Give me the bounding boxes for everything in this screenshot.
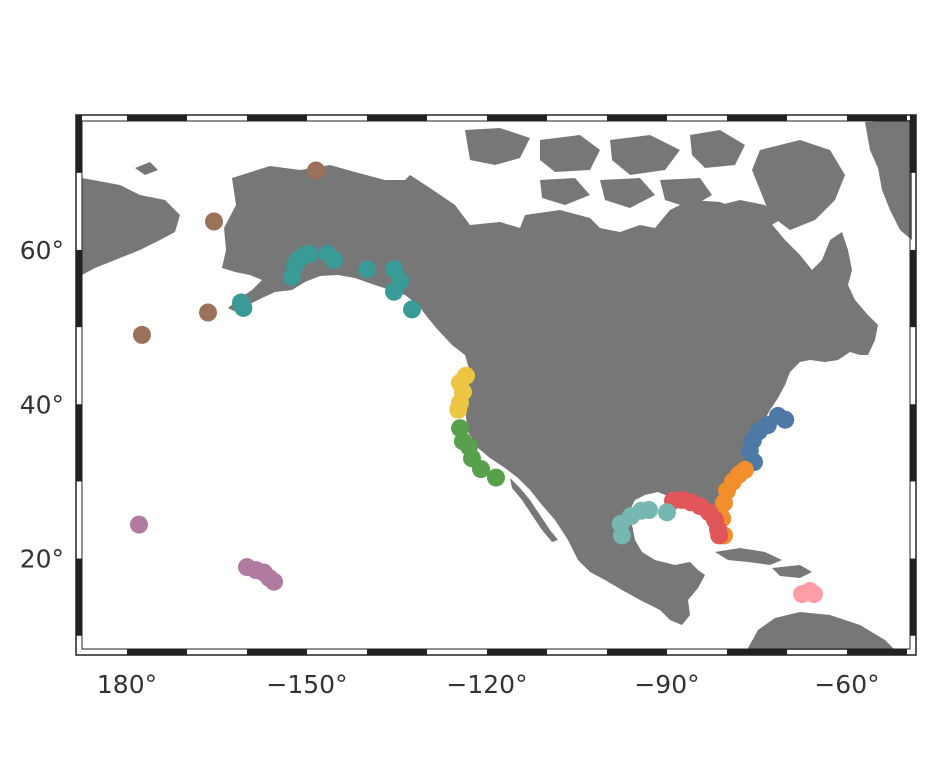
data-point-group6-5 xyxy=(715,494,733,512)
data-point-group10-3 xyxy=(805,585,823,604)
lon-tick-label-3: −120° xyxy=(446,670,527,699)
frame-bar-bottom-12 xyxy=(847,649,907,655)
data-point-group2-2 xyxy=(234,298,253,317)
arctic-archipelago xyxy=(465,128,845,235)
data-point-group1-4 xyxy=(133,325,151,344)
frame-bar-top-2 xyxy=(247,115,307,121)
frame-bar-right-6 xyxy=(910,115,916,173)
land-layer xyxy=(82,120,912,650)
data-point-group4-6 xyxy=(487,468,505,487)
frame-bar-bottom-0 xyxy=(127,649,187,655)
data-point-group7-8 xyxy=(710,526,729,545)
frame-bar-bottom-6 xyxy=(487,649,547,655)
greenland xyxy=(865,120,912,240)
frame-bar-right-2 xyxy=(910,404,916,482)
data-point-group8-6 xyxy=(658,503,676,522)
frame-bar-top-12 xyxy=(847,115,907,121)
frame-bar-left-4 xyxy=(76,250,82,328)
frame-bar-top-0 xyxy=(127,115,187,121)
lat-tick-label-3: 60° xyxy=(20,236,64,265)
data-point-group3-5 xyxy=(449,400,468,419)
data-point-group2-14 xyxy=(403,300,421,319)
frame-bar-bottom-2 xyxy=(247,649,307,655)
frame-bar-bottom-4 xyxy=(367,649,427,655)
data-point-group1-2 xyxy=(205,212,223,231)
lon-tick-label-1: 180° xyxy=(97,670,157,699)
siberia xyxy=(82,162,180,275)
baja-california xyxy=(510,478,558,542)
frame-bar-top-8 xyxy=(607,115,667,121)
data-point-group8-5 xyxy=(640,501,658,519)
data-point-group1-3 xyxy=(199,303,217,322)
frame-bar-left-0 xyxy=(76,558,82,636)
data-point-group9-6 xyxy=(265,572,283,591)
frame-bar-top-4 xyxy=(367,115,427,121)
greater-antilles xyxy=(715,548,812,578)
frame-bar-bottom-10 xyxy=(727,649,787,655)
frame-bar-left-6 xyxy=(76,115,82,173)
north-america-landmass xyxy=(222,165,878,625)
lon-tick-label-2: −150° xyxy=(266,670,347,699)
frame-bar-top-10 xyxy=(727,115,787,121)
axis-tick-labels: 180° −150° −120° −90° −60° 20° 40° 60° xyxy=(20,236,880,699)
data-point-group9-1 xyxy=(130,515,148,534)
data-point-group1-1 xyxy=(307,161,325,180)
frame-bar-right-0 xyxy=(910,558,916,636)
data-point-group4-5 xyxy=(472,460,490,479)
frame-bar-left-2 xyxy=(76,404,82,482)
frame-bar-top-6 xyxy=(487,115,547,121)
lon-tick-label-4: −90° xyxy=(634,670,699,699)
data-point-group2-10 xyxy=(358,260,376,279)
data-point-group2-7 xyxy=(301,244,319,263)
lon-tick-label-5: −60° xyxy=(814,670,879,699)
south-america xyxy=(748,612,895,650)
lat-tick-label-2: 40° xyxy=(20,390,64,419)
lat-tick-label-1: 20° xyxy=(20,545,64,574)
frame-bar-right-4 xyxy=(910,250,916,328)
data-point-group2-13 xyxy=(385,282,403,301)
data-point-group2-9 xyxy=(325,251,343,269)
frame-tick-bars xyxy=(76,115,916,655)
frame-bar-bottom-8 xyxy=(607,649,667,655)
data-points-layer xyxy=(130,161,823,604)
